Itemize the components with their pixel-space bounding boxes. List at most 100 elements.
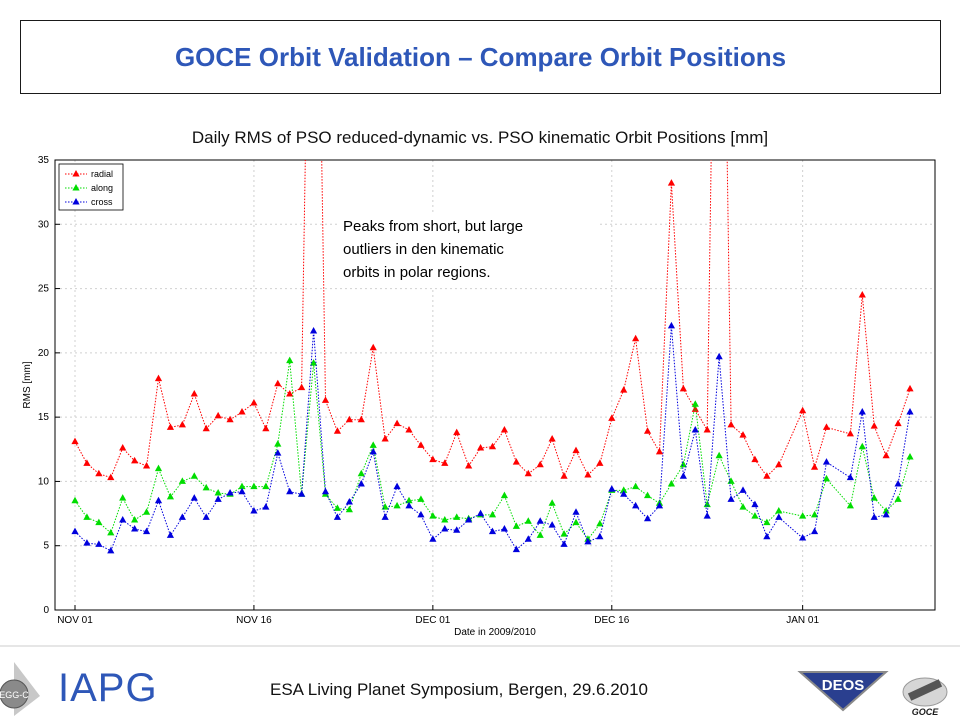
- data-point-radial: [417, 441, 425, 448]
- data-point-cross: [393, 482, 401, 490]
- data-point-radial: [846, 429, 854, 437]
- data-point-cross: [429, 535, 437, 542]
- annotation-line: Peaks from short, but large: [343, 218, 523, 235]
- data-point-along: [71, 496, 79, 504]
- data-point-radial: [107, 473, 115, 481]
- data-point-cross: [309, 327, 318, 334]
- data-point-cross: [453, 526, 461, 533]
- data-point-radial: [262, 424, 270, 432]
- data-point-radial: [238, 408, 246, 415]
- y-tick-label: 10: [38, 476, 50, 487]
- data-point-cross: [154, 496, 163, 504]
- legend-label-cross: cross: [91, 197, 113, 207]
- data-point-radial: [226, 415, 234, 423]
- data-point-along: [679, 460, 687, 468]
- data-point-cross: [178, 513, 186, 520]
- data-point-cross: [703, 512, 711, 519]
- data-point-along: [131, 516, 139, 523]
- data-point-along: [238, 482, 246, 490]
- data-point-radial: [870, 422, 878, 429]
- data-point-cross: [274, 449, 282, 456]
- data-point-cross: [870, 513, 878, 520]
- annotation-line: outliers in den kinematic: [343, 241, 504, 258]
- data-point-cross: [369, 447, 377, 455]
- data-point-radial: [476, 444, 485, 451]
- data-point-radial: [369, 343, 377, 351]
- data-point-cross: [381, 513, 389, 520]
- data-point-radial: [667, 179, 676, 186]
- data-point-cross: [131, 525, 139, 532]
- data-point-along: [667, 480, 676, 487]
- data-point-radial: [202, 424, 210, 432]
- egg-c-logo: EGG-C: [0, 662, 40, 716]
- legend-marker-cross: [72, 198, 80, 205]
- data-point-cross: [83, 539, 91, 546]
- data-point-radial: [190, 390, 198, 397]
- x-tick-label: NOV 16: [236, 615, 272, 626]
- data-point-cross: [643, 514, 652, 522]
- x-tick-label: JAN 01: [786, 615, 819, 626]
- data-point-along: [119, 494, 127, 501]
- data-point-cross: [715, 352, 723, 360]
- data-point-along: [262, 482, 270, 490]
- data-point-along: [250, 482, 258, 490]
- data-point-radial: [703, 426, 711, 433]
- data-point-along: [369, 441, 377, 448]
- data-point-cross: [500, 525, 509, 532]
- data-point-radial: [560, 472, 568, 479]
- footer: EGG-C DEOS GOCE: [0, 640, 960, 720]
- data-point-along: [536, 531, 544, 538]
- data-point-radial: [166, 423, 175, 430]
- data-point-radial: [691, 405, 699, 412]
- data-point-cross: [632, 501, 640, 509]
- data-point-cross: [166, 531, 175, 538]
- data-point-cross: [775, 513, 783, 520]
- conference-label: ESA Living Planet Symposium, Bergen, 29.…: [270, 680, 649, 699]
- data-point-cross: [465, 516, 473, 523]
- data-point-radial: [95, 469, 103, 477]
- data-point-radial: [381, 435, 389, 442]
- data-point-radial: [357, 415, 365, 423]
- data-point-along: [596, 519, 604, 527]
- data-point-radial: [906, 384, 914, 392]
- data-point-cross: [214, 495, 222, 502]
- data-point-radial: [763, 472, 771, 479]
- data-point-cross: [810, 527, 819, 535]
- data-point-along: [417, 495, 425, 502]
- data-point-radial: [333, 427, 342, 434]
- data-point-cross: [584, 537, 592, 545]
- data-point-along: [190, 472, 198, 479]
- data-point-radial: [775, 460, 783, 468]
- data-point-along: [214, 489, 222, 496]
- series-radial: [71, 160, 914, 481]
- data-point-radial: [500, 426, 509, 433]
- data-point-cross: [345, 498, 353, 505]
- y-tick-label: 5: [43, 541, 49, 552]
- data-point-radial: [810, 463, 819, 470]
- data-point-radial: [739, 431, 747, 438]
- data-point-cross: [763, 532, 771, 540]
- data-point-radial: [154, 374, 163, 382]
- data-point-cross: [321, 487, 330, 495]
- data-point-radial: [548, 435, 556, 442]
- data-point-cross: [226, 489, 234, 496]
- data-point-cross: [858, 408, 866, 415]
- data-point-cross: [596, 532, 604, 540]
- title-box: GOCE Orbit Validation – Compare Orbit Po…: [20, 20, 941, 94]
- data-point-radial: [596, 459, 604, 466]
- data-point-radial: [608, 414, 616, 421]
- data-point-cross: [262, 503, 270, 510]
- data-point-along: [107, 528, 115, 536]
- data-point-cross: [250, 507, 258, 514]
- data-point-cross: [620, 490, 628, 497]
- data-point-cross: [751, 500, 759, 508]
- data-point-cross: [655, 501, 664, 509]
- legend-label-radial: radial: [91, 169, 113, 179]
- data-point-radial: [405, 426, 413, 433]
- data-point-along: [488, 510, 497, 518]
- data-point-cross: [572, 508, 580, 515]
- data-point-radial: [453, 428, 461, 436]
- data-point-along: [739, 503, 747, 510]
- data-point-radial: [321, 396, 330, 403]
- iapg-logo: IAPG: [58, 666, 158, 710]
